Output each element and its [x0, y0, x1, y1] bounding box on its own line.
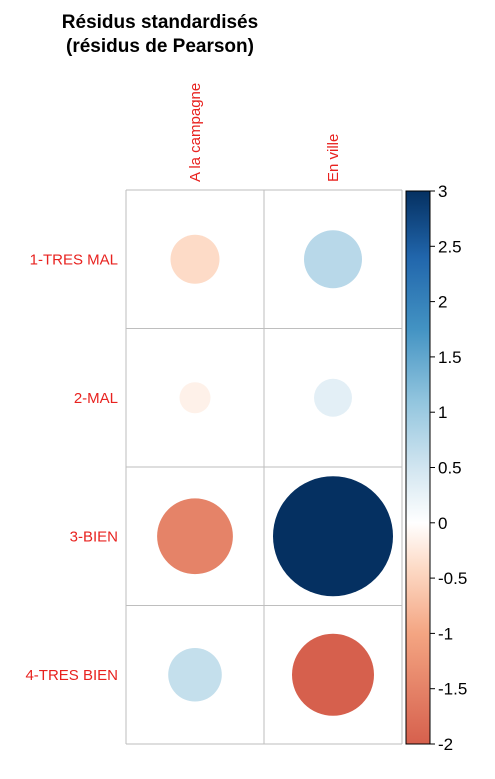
- residual-circle: [304, 230, 362, 289]
- residual-circle: [157, 498, 233, 575]
- circles: [157, 230, 393, 716]
- colorbar-tick-label: -2: [438, 735, 453, 754]
- row-label: 2-MAL: [74, 390, 118, 407]
- chart-title-line2: (résidus de Pearson): [66, 36, 254, 57]
- residual-circle: [273, 476, 393, 597]
- residual-circle: [314, 378, 352, 417]
- colorbar-tick-label: 0: [438, 514, 447, 533]
- colorbar-tick-label: -1: [438, 624, 453, 643]
- colorbar-tick-label: -0.5: [438, 569, 467, 588]
- colorbar-ticks: 3 2.5 2 1.5 1 0.5 0 -0.5 -1 -1.5 -2: [430, 182, 467, 754]
- column-label: A la campagne: [187, 83, 204, 182]
- row-label: 3-BIEN: [70, 528, 118, 545]
- colorbar-tick-label: 0.5: [438, 459, 462, 478]
- colorbar-tick-label: -1.5: [438, 680, 467, 699]
- colorbar-tick-label: 1: [438, 403, 447, 422]
- residual-circle: [170, 234, 220, 284]
- colorbar-gradient: [405, 190, 431, 745]
- residual-circle: [292, 633, 374, 716]
- colorbar-tick-label: 1.5: [438, 348, 462, 367]
- row-label: 1-TRES MAL: [30, 251, 118, 268]
- colorbar: 3 2.5 2 1.5 1 0.5 0 -0.5 -1 -1.5 -2: [405, 182, 467, 754]
- colorbar-tick-label: 3: [438, 182, 447, 201]
- grid: [125, 189, 403, 745]
- column-labels: A la campagne En ville: [187, 83, 342, 182]
- residual-circle: [179, 382, 211, 414]
- row-label: 4-TRES BIEN: [25, 667, 118, 684]
- residual-circle: [168, 647, 222, 702]
- colorbar-tick-label: 2.5: [438, 237, 462, 256]
- chart-title-line1: Résidus standardisés: [62, 12, 258, 33]
- column-label: En ville: [325, 134, 342, 182]
- colorbar-tick-label: 2: [438, 293, 447, 312]
- row-labels: 1-TRES MAL 2-MAL 3-BIEN 4-TRES BIEN: [25, 251, 118, 684]
